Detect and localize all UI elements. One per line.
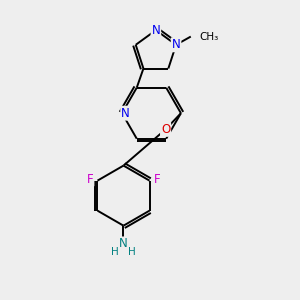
Text: O: O <box>161 123 170 136</box>
Text: H: H <box>111 247 119 257</box>
Text: N: N <box>172 38 180 51</box>
Text: CH₃: CH₃ <box>199 32 218 42</box>
Text: F: F <box>154 172 160 186</box>
Text: N: N <box>119 237 128 250</box>
Text: N: N <box>121 107 130 120</box>
Text: H: H <box>128 247 136 257</box>
Text: N: N <box>152 24 160 37</box>
Text: F: F <box>87 172 93 186</box>
